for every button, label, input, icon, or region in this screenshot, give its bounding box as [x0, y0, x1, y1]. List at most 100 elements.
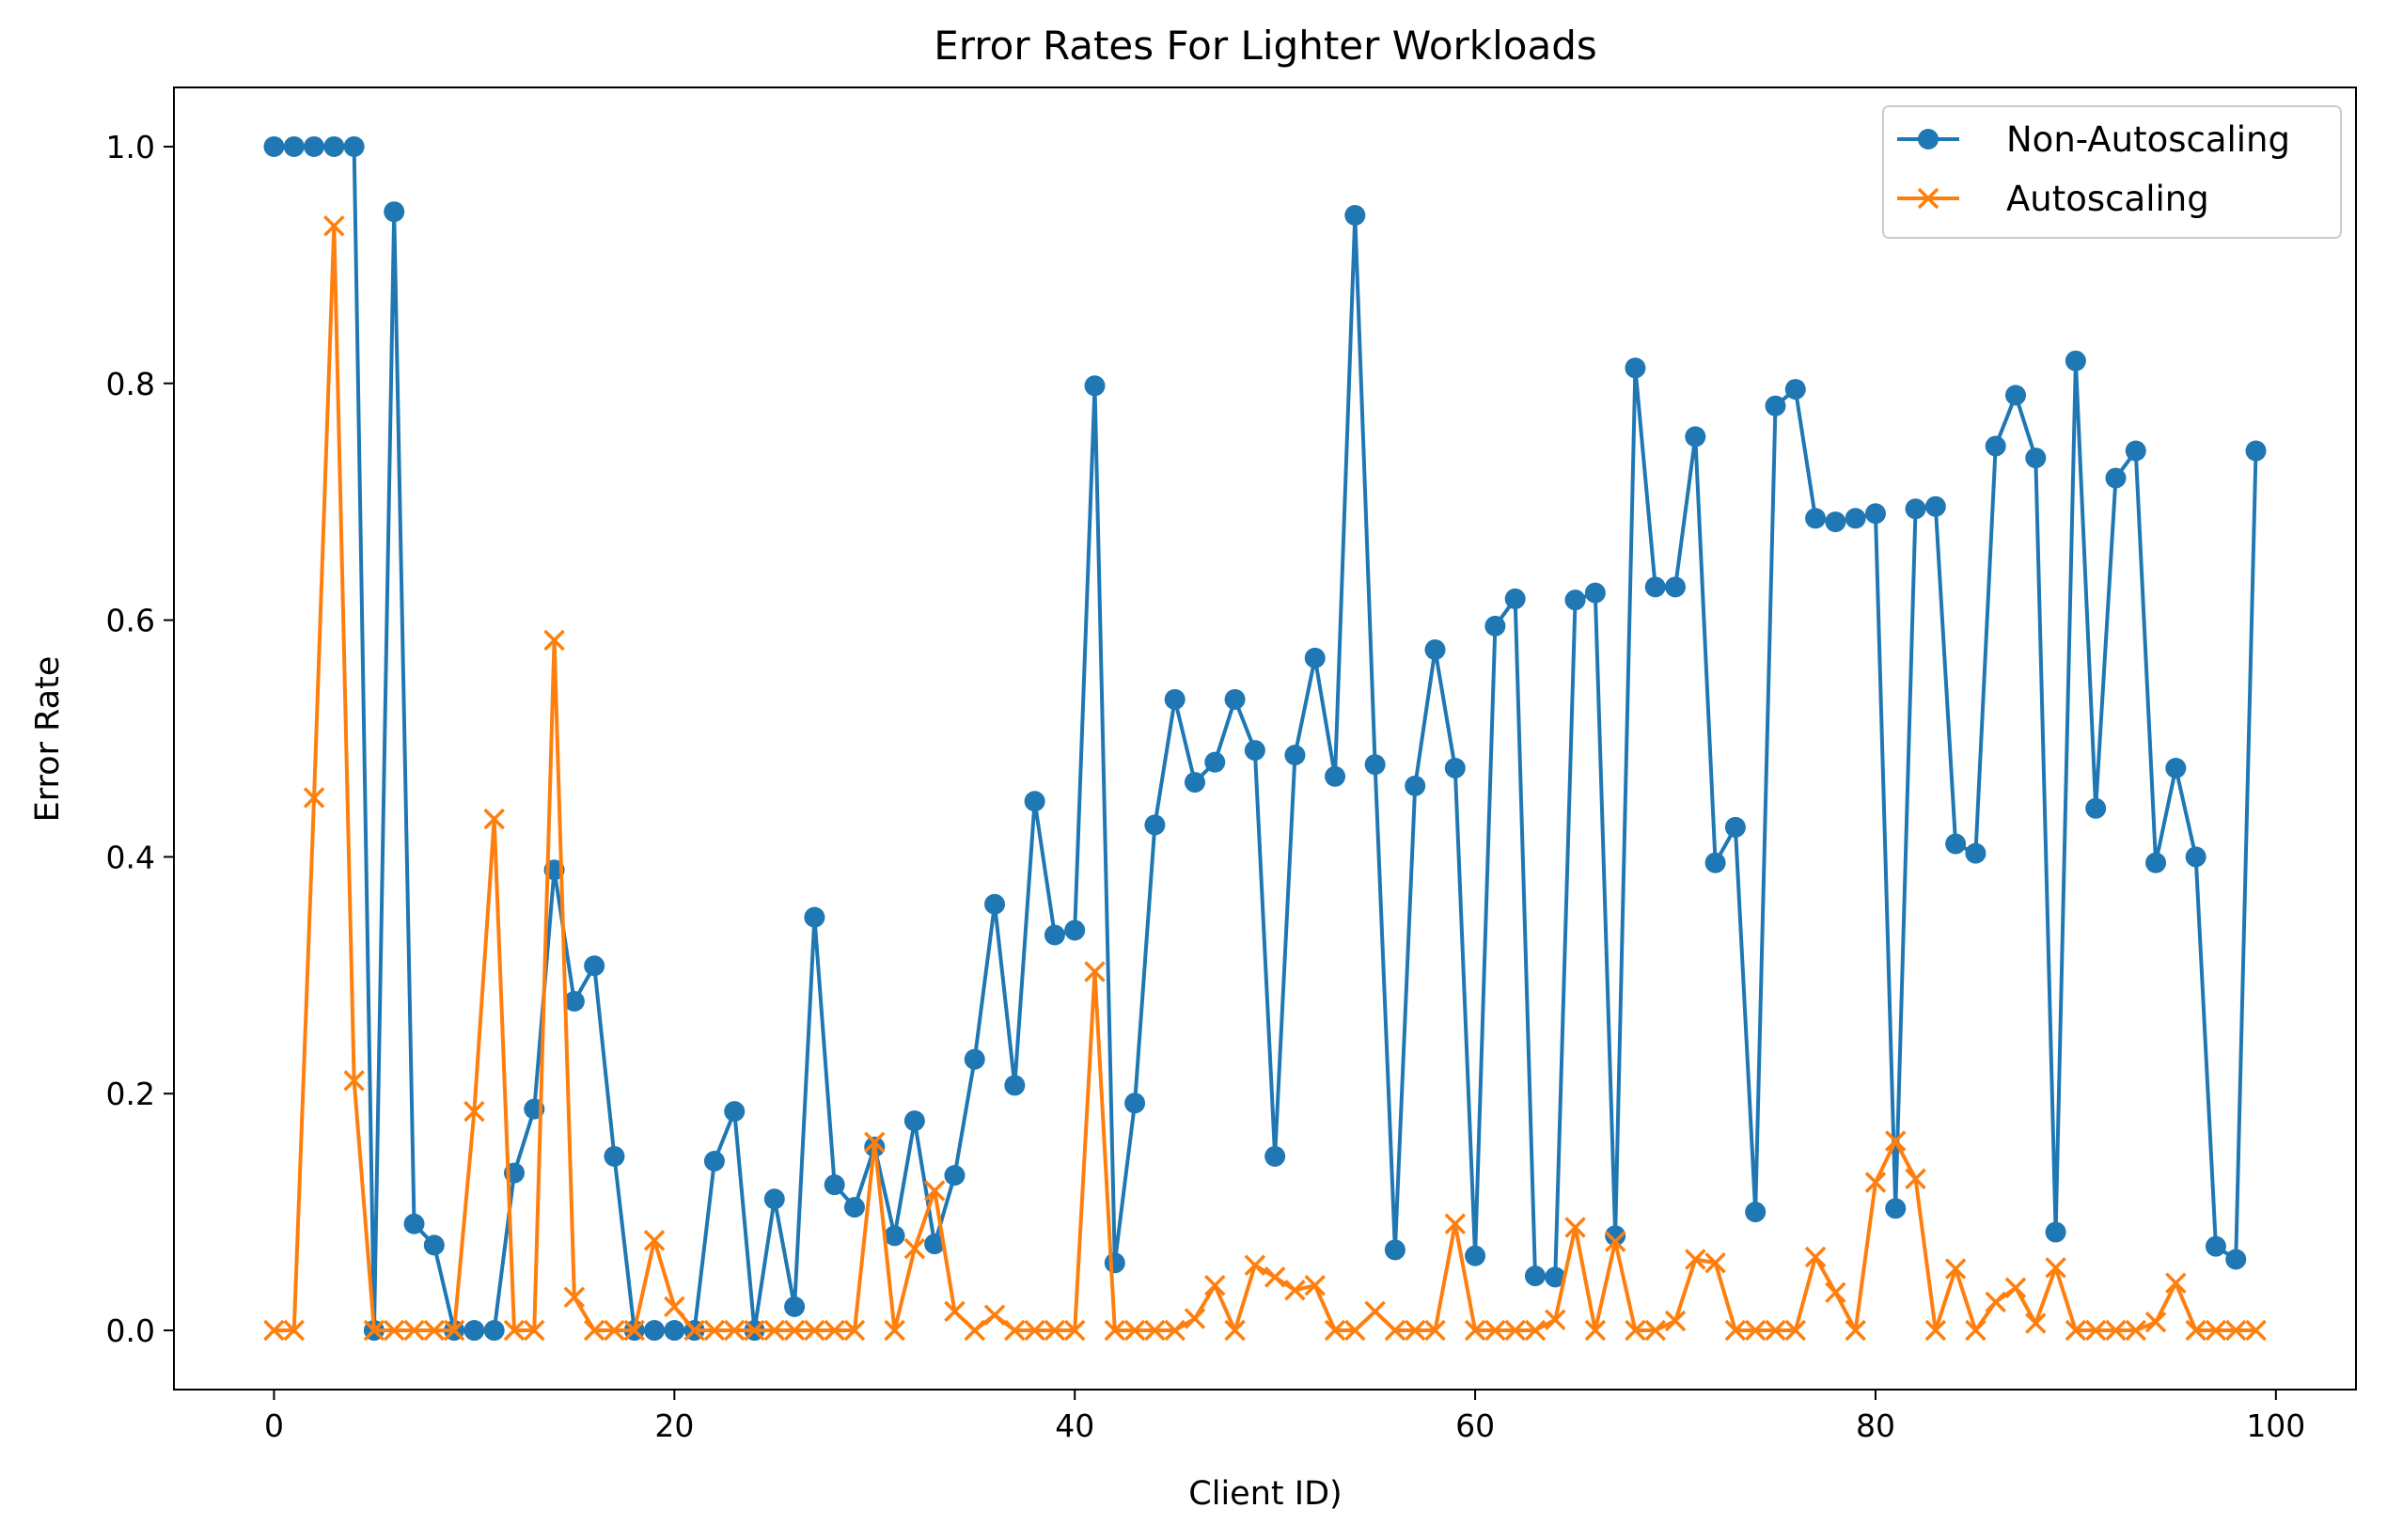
data-point-non-autoscaling — [1364, 754, 1386, 776]
data-point-autoscaling — [1564, 1217, 1586, 1238]
data-point-non-autoscaling — [1885, 1198, 1907, 1219]
data-point-autoscaling — [1965, 1319, 1987, 1342]
data-point-non-autoscaling — [1465, 1245, 1486, 1266]
x-axis: 0 20 40 60 80 100 — [264, 1390, 2305, 1444]
data-point-non-autoscaling — [483, 1320, 505, 1342]
data-point-autoscaling — [2225, 1319, 2247, 1342]
data-point-non-autoscaling — [1304, 647, 1326, 668]
data-point-autoscaling — [824, 1319, 845, 1342]
data-point-autoscaling — [1204, 1274, 1226, 1296]
data-point-autoscaling — [944, 1300, 966, 1323]
y-axis-label: Error Rate — [29, 656, 67, 823]
data-point-non-autoscaling — [664, 1320, 685, 1342]
data-point-non-autoscaling — [1584, 582, 1606, 604]
legend-frame — [1882, 105, 2342, 239]
data-point-non-autoscaling — [964, 1048, 985, 1070]
data-point-autoscaling — [1545, 1309, 1566, 1330]
data-point-non-autoscaling — [423, 1234, 445, 1256]
data-point-autoscaling — [1724, 1319, 1747, 1342]
data-point-non-autoscaling — [2105, 467, 2127, 489]
x-tick-label: 60 — [1455, 1407, 1495, 1444]
legend-label-autoscaling: Autoscaling — [2006, 179, 2209, 219]
y-axis: 0.0 0.2 0.4 0.6 0.8 1.0 — [106, 129, 174, 1349]
data-point-autoscaling — [1304, 1274, 1326, 1296]
data-point-autoscaling — [1044, 1319, 1066, 1342]
data-point-non-autoscaling — [1924, 495, 1946, 517]
data-point-autoscaling — [1144, 1319, 1166, 1342]
data-point-non-autoscaling — [1985, 435, 2006, 457]
data-point-non-autoscaling — [1564, 589, 1586, 611]
data-point-non-autoscaling — [2005, 385, 2027, 406]
legend-label-non-autoscaling: Non-Autoscaling — [2006, 119, 2290, 160]
y-tick-label: 0.6 — [106, 603, 155, 639]
data-point-non-autoscaling — [2145, 852, 2167, 873]
data-point-autoscaling — [2205, 1319, 2227, 1342]
data-point-autoscaling — [1804, 1246, 1827, 1268]
data-point-autoscaling — [1024, 1319, 1045, 1342]
data-point-autoscaling — [843, 1319, 866, 1342]
data-point-autoscaling — [1464, 1319, 1486, 1342]
legend: Non-Autoscaling Autoscaling — [1882, 105, 2342, 239]
data-point-non-autoscaling — [2165, 757, 2187, 778]
data-point-autoscaling — [1404, 1319, 1426, 1342]
data-point-autoscaling — [1123, 1319, 1146, 1342]
data-point-autoscaling — [1224, 1319, 1246, 1342]
data-point-autoscaling — [763, 1319, 786, 1342]
data-point-non-autoscaling — [604, 1145, 625, 1167]
data-point-non-autoscaling — [984, 893, 1006, 915]
data-point-non-autoscaling — [1945, 833, 1967, 855]
data-point-autoscaling — [423, 1319, 446, 1342]
data-point-non-autoscaling — [1784, 379, 1806, 401]
data-point-non-autoscaling — [1344, 204, 1366, 226]
y-tick-label: 0.8 — [106, 366, 155, 402]
data-point-non-autoscaling — [403, 1213, 425, 1234]
data-point-non-autoscaling — [1204, 751, 1226, 773]
data-point-non-autoscaling — [2125, 440, 2146, 462]
data-point-non-autoscaling — [1625, 357, 1646, 379]
data-point-non-autoscaling — [1024, 791, 1045, 812]
data-point-non-autoscaling — [703, 1150, 725, 1171]
data-point-non-autoscaling — [1805, 508, 1827, 529]
data-point-autoscaling — [1985, 1291, 2006, 1313]
data-point-non-autoscaling — [903, 1110, 925, 1132]
data-point-autoscaling — [524, 1319, 545, 1342]
data-point-non-autoscaling — [1864, 503, 1886, 525]
data-point-non-autoscaling — [1384, 1239, 1406, 1261]
data-point-non-autoscaling — [1745, 1202, 1767, 1223]
data-point-autoscaling — [964, 1319, 985, 1342]
x-tick-label: 20 — [654, 1407, 694, 1444]
data-point-non-autoscaling — [1845, 508, 1866, 529]
data-point-autoscaling — [323, 215, 345, 237]
data-point-non-autoscaling — [304, 135, 325, 157]
data-point-non-autoscaling — [2045, 1221, 2066, 1243]
data-point-non-autoscaling — [323, 135, 345, 157]
x-tick-label: 40 — [1055, 1407, 1094, 1444]
data-point-non-autoscaling — [1325, 765, 1346, 787]
data-point-non-autoscaling — [1284, 745, 1306, 766]
data-point-autoscaling — [923, 1180, 946, 1202]
data-point-autoscaling — [1885, 1130, 1907, 1152]
data-point-autoscaling — [2245, 1319, 2267, 1342]
data-point-autoscaling — [2065, 1319, 2087, 1342]
data-point-autoscaling — [1364, 1300, 1386, 1323]
data-point-autoscaling — [1644, 1319, 1666, 1342]
data-point-non-autoscaling — [1724, 816, 1746, 838]
data-point-non-autoscaling — [1605, 1225, 1626, 1247]
data-point-non-autoscaling — [644, 1320, 666, 1342]
data-point-non-autoscaling — [1765, 395, 1786, 416]
data-point-autoscaling — [1704, 1252, 1726, 1274]
data-point-autoscaling — [383, 1319, 405, 1342]
legend-marker-non-autoscaling — [1918, 129, 1939, 149]
x-tick-label: 0 — [264, 1407, 284, 1444]
data-point-autoscaling — [1604, 1231, 1626, 1252]
data-point-autoscaling — [2105, 1319, 2127, 1342]
data-point-autoscaling — [1784, 1319, 1807, 1342]
data-point-non-autoscaling — [1044, 924, 1065, 946]
data-point-autoscaling — [1524, 1319, 1547, 1342]
data-point-autoscaling — [884, 1319, 905, 1342]
data-point-non-autoscaling — [843, 1197, 865, 1218]
data-point-non-autoscaling — [1444, 757, 1466, 778]
data-point-autoscaling — [263, 1319, 285, 1342]
data-point-autoscaling — [2185, 1319, 2206, 1342]
